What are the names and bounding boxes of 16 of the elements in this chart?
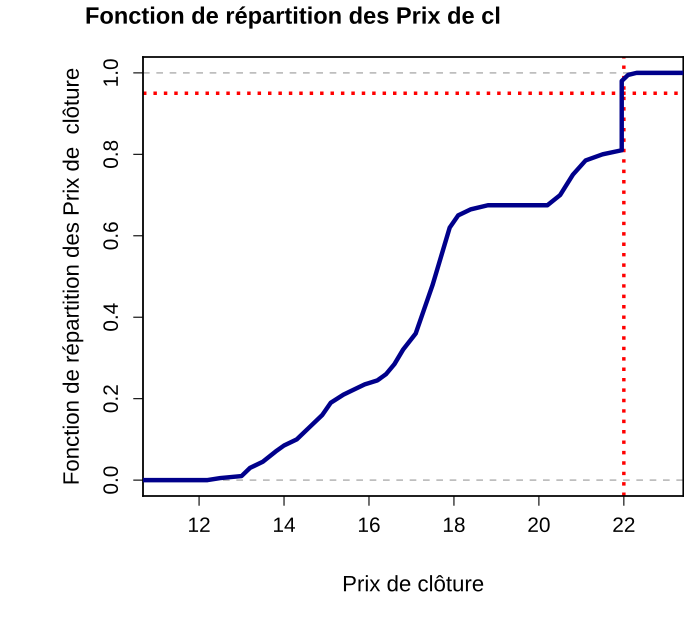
line-series — [143, 70, 684, 482]
x-tick-label: 12 — [189, 517, 210, 532]
x-tick-label: 14 — [274, 518, 296, 532]
x-axis-title: Prix de clôture — [344, 575, 484, 592]
chart-title: Fonction de répartition des Prix de cl — [86, 6, 500, 29]
x-tick-label: 18 — [444, 517, 465, 532]
y-tick-label: 0.2 — [103, 385, 118, 412]
y-tick-label: 0.4 — [103, 303, 118, 331]
y-axis-title: Fonction de répartition des Prix de clôture — [62, 68, 84, 484]
x-tick-label: 20 — [528, 517, 550, 532]
x-tick-label: 22 — [613, 517, 634, 532]
x-tick-label: 16 — [358, 517, 380, 532]
y-tick-label: 0.6 — [103, 222, 118, 250]
y-tick-label: 0.0 — [103, 466, 118, 494]
y-tick-label: 1.0 — [103, 59, 118, 86]
y-tick-label: 0.8 — [103, 140, 118, 168]
